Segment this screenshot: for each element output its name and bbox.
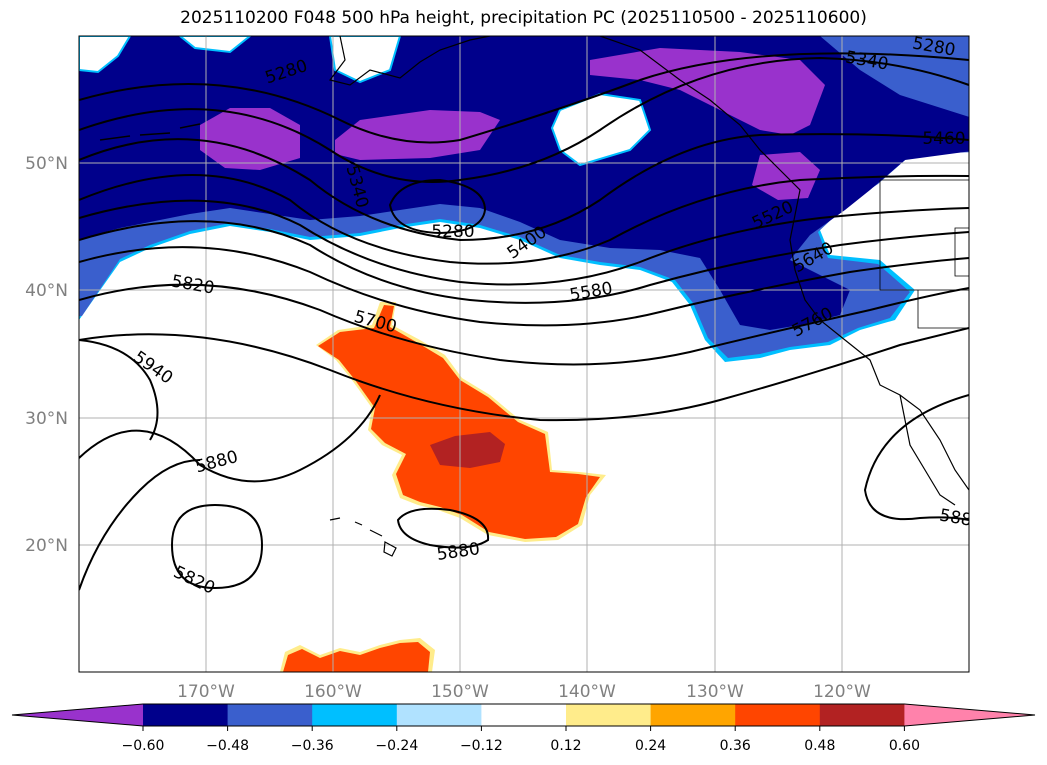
colorbar-tick-label: 0.60 [889, 738, 920, 754]
colorbar-tick-label: −0.48 [206, 738, 249, 754]
colorbar-tick-label: 0.36 [720, 738, 751, 754]
colorbar-segment [312, 704, 398, 726]
map-title: 2025110200 F048 500 hPa height, precipit… [180, 8, 867, 28]
map-frame [78, 35, 970, 673]
lat-label: 40°N [25, 281, 68, 301]
colorbar-tick-label: −0.24 [375, 738, 418, 754]
graticule [79, 36, 969, 672]
colorbar-tick-label: 0.24 [635, 738, 666, 754]
colorbar-segment [650, 704, 736, 726]
colorbar-segment [143, 704, 229, 726]
colorbar-tick-label: −0.36 [291, 738, 334, 754]
lat-label: 50°N [25, 154, 68, 174]
colorbar-segment [396, 704, 482, 726]
latitude-labels: 50°N 40°N 30°N 20°N [25, 154, 68, 556]
lon-label: 130°W [686, 682, 744, 702]
colorbar-segment [566, 704, 652, 726]
positive-anomaly-shading [280, 302, 606, 672]
lon-label: 120°W [813, 682, 871, 702]
lon-label: 160°W [304, 682, 362, 702]
lon-label: 170°W [177, 682, 235, 702]
lat-label: 30°N [25, 409, 68, 429]
colorbar-tick-label: −0.12 [460, 738, 503, 754]
colorbar [11, 703, 1036, 727]
colorbar-segment [735, 704, 821, 726]
negative-anomaly-shading [79, 36, 969, 362]
colorbar-segment [819, 704, 905, 726]
colorbar-extend-high [904, 704, 1035, 726]
height-contours [79, 52, 969, 591]
colorbar-tick-label: 0.48 [804, 738, 835, 754]
colorbar-segment [227, 704, 313, 726]
colorbar-tick-label: 0.12 [550, 738, 581, 754]
colorbar-ticks: −0.60 −0.48 −0.36 −0.24 −0.12 0.12 0.24 0.36 0.4… [122, 726, 920, 754]
contour-label: 5460 [922, 129, 965, 149]
lon-label: 140°W [558, 682, 616, 702]
coastlines [99, 36, 969, 557]
colorbar-extend-low [12, 704, 143, 726]
lat-label: 20°N [25, 536, 68, 556]
colorbar-segment [481, 704, 567, 726]
longitude-labels: 170°W 160°W 150°W 140°W 130°W 120°W [177, 682, 871, 702]
contour-label: 5280 [431, 222, 474, 242]
lon-label: 150°W [431, 682, 489, 702]
colorbar-tick-label: −0.60 [122, 738, 165, 754]
